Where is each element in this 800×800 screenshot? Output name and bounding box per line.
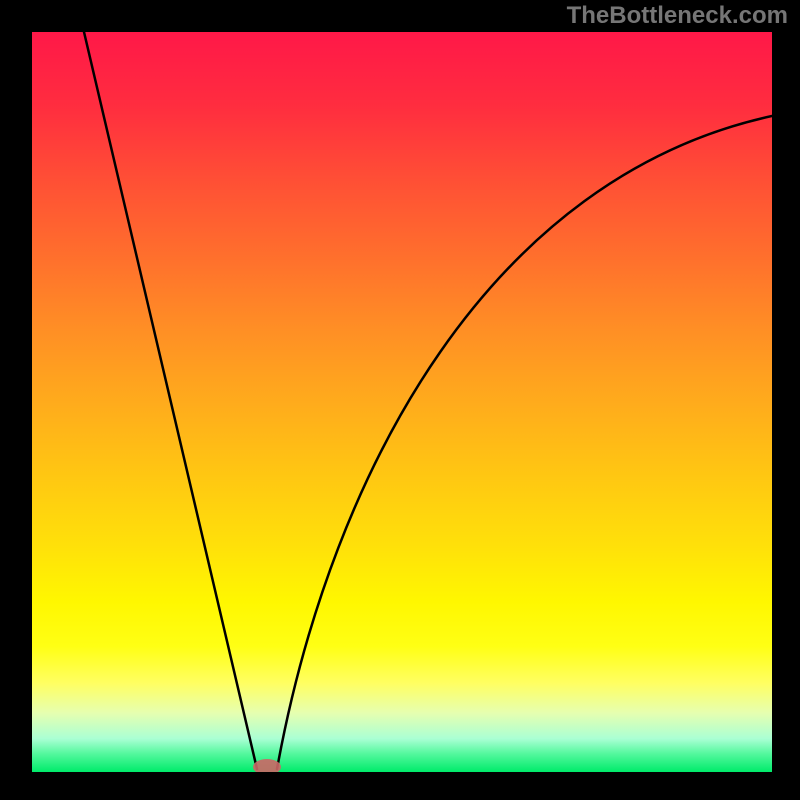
bottleneck-plot <box>32 32 772 772</box>
chart-container: TheBottleneck.com <box>0 0 800 800</box>
plot-background <box>32 32 772 772</box>
watermark-text: TheBottleneck.com <box>567 2 788 30</box>
